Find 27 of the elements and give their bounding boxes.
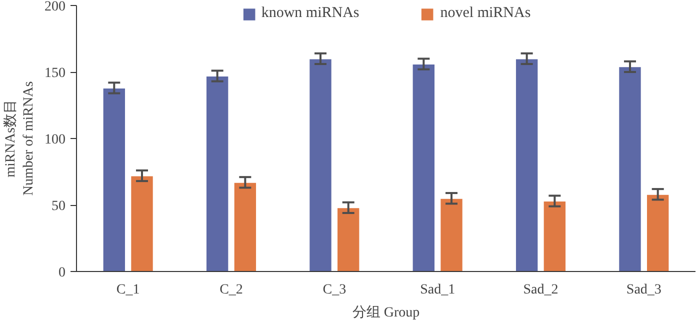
y-tick-label: 0 xyxy=(58,266,66,280)
x-tick-label: C_2 xyxy=(220,282,243,298)
x-tick-label: Sad_2 xyxy=(523,282,558,298)
x-axis-title: 分组 Group xyxy=(352,304,420,320)
bar xyxy=(130,175,154,272)
bar xyxy=(205,75,230,272)
x-tick-label: Sad_1 xyxy=(420,282,456,298)
bar xyxy=(336,207,360,272)
x-tick-label: C_3 xyxy=(322,282,346,298)
bar xyxy=(618,66,642,272)
x-tick-label: Sad_3 xyxy=(626,282,662,298)
y-tick-label: 50 xyxy=(52,199,66,214)
legend-label: known miRNAs xyxy=(261,5,360,22)
bar xyxy=(646,194,670,272)
legend-label: novel miRNAs xyxy=(440,5,531,22)
y-axis-title: miRNAs数目 Number of miRNAs xyxy=(2,81,36,196)
bar xyxy=(308,58,332,272)
bar xyxy=(514,58,539,272)
y-tick-label: 200 xyxy=(44,0,66,14)
bar xyxy=(440,198,464,272)
y-tick-label: 100 xyxy=(44,132,66,148)
bar xyxy=(233,182,258,272)
bar xyxy=(102,87,126,272)
x-tick-label: C_1 xyxy=(116,282,140,298)
bar xyxy=(412,64,436,272)
bar xyxy=(542,200,567,272)
y-tick-label: 150 xyxy=(44,66,66,81)
